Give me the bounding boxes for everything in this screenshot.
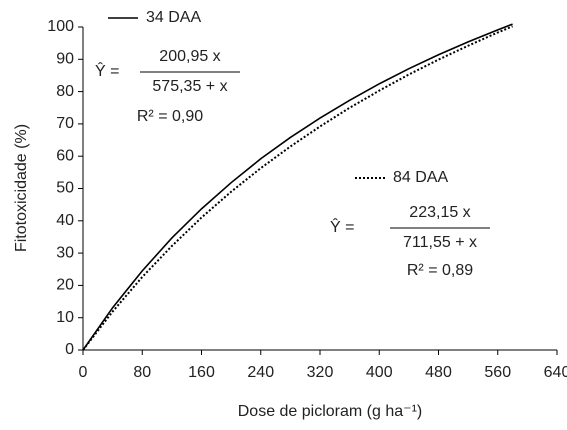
equation-numerator: 200,95 x [159, 48, 220, 65]
x-axis-label: Dose de picloram (g ha⁻¹) [238, 403, 423, 420]
y-tick-label: 60 [56, 147, 74, 164]
r-squared: R² = 0,89 [407, 262, 473, 279]
y-tick-label: 20 [56, 277, 74, 294]
equation-denominator: 711,55 + x [403, 234, 477, 251]
y-tick-label: 100 [47, 18, 74, 35]
x-tick-label: 560 [484, 364, 511, 381]
equation-lhs: Ŷ = [95, 61, 119, 80]
equation-denominator: 575,35 + x [152, 78, 227, 95]
y-tick-label: 0 [65, 341, 74, 358]
x-tick-label: 640 [544, 364, 567, 381]
r-squared: R² = 0,90 [137, 108, 203, 125]
x-tick-label: 160 [188, 364, 215, 381]
equation-lhs: Ŷ = [330, 217, 354, 236]
y-axis-label: Fitotoxicidade (%) [13, 124, 30, 252]
x-tick-label: 480 [425, 364, 452, 381]
x-tick-label: 80 [133, 364, 151, 381]
y-tick-label: 40 [56, 212, 74, 229]
line [82, 23, 513, 351]
x-tick-label: 0 [79, 364, 88, 381]
y-tick-label: 50 [56, 180, 74, 197]
legend-label: 34 DAA [146, 9, 201, 26]
y-tick-label: 30 [56, 244, 74, 261]
legend-label: 84 DAA [393, 169, 448, 186]
x-tick-label: 320 [307, 364, 334, 381]
equation-numerator: 223,15 x [409, 204, 470, 221]
y-tick-label: 70 [56, 115, 74, 132]
line [82, 25, 513, 351]
x-tick-label: 400 [366, 364, 393, 381]
x-tick-label: 240 [247, 364, 274, 381]
y-tick-label: 90 [56, 51, 74, 68]
y-tick-label: 80 [56, 83, 74, 100]
y-tick-label: 10 [56, 309, 74, 326]
